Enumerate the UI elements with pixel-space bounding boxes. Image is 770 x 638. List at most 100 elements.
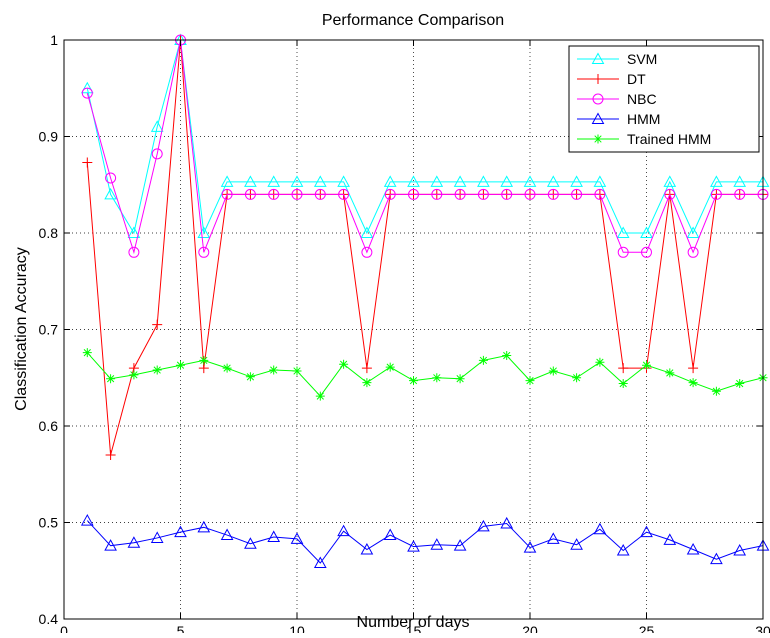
data-point-nbc: [81, 87, 93, 99]
data-point-nbc: [641, 246, 652, 258]
data-point-svm: [593, 175, 607, 187]
x-tick-label: 15: [406, 623, 422, 633]
data-point-trained-hmm: [245, 372, 255, 382]
data-point-trained-hmm: [665, 368, 675, 378]
data-point-svm: [80, 81, 94, 94]
x-tick-label: 20: [522, 623, 538, 633]
legend-label-hmm: HMM: [627, 111, 660, 127]
data-point-nbc: [431, 188, 443, 200]
data-point-dt: [688, 363, 699, 374]
data-point-hmm: [244, 537, 257, 549]
legend-item-nbc: NBC: [577, 91, 657, 107]
data-point-svm: [337, 175, 350, 187]
data-point-hmm: [407, 540, 420, 552]
data-point-nbc: [687, 246, 699, 258]
data-point-trained-hmm: [618, 379, 628, 389]
data-point-svm: [663, 175, 677, 187]
data-point-svm: [407, 175, 420, 187]
y-tick-label: 0.7: [39, 322, 59, 338]
data-point-dt: [82, 157, 93, 168]
data-point-hmm: [127, 536, 141, 548]
data-point-trained-hmm: [292, 366, 302, 376]
legend-item-dt: DT: [577, 71, 646, 87]
legend-item-trained-hmm: Trained HMM: [577, 131, 711, 147]
data-point-nbc: [408, 188, 419, 200]
legend-item-hmm: HMM: [577, 111, 660, 127]
series-line-hmm: [86, 520, 764, 564]
data-point-nbc: [128, 246, 140, 258]
data-point-svm: [640, 226, 653, 238]
data-point-svm: [104, 187, 117, 200]
y-tick-label: 0.5: [39, 515, 59, 531]
data-point-nbc: [338, 188, 350, 200]
data-point-nbc: [664, 188, 676, 200]
series-hmm: [80, 514, 770, 569]
data-point-hmm: [593, 522, 607, 535]
data-point-svm: [500, 175, 514, 187]
legend-marker-trained-hmm: [593, 134, 603, 144]
data-point-hmm: [337, 524, 350, 537]
data-point-trained-hmm: [385, 362, 395, 372]
data-point-trained-hmm: [362, 378, 372, 388]
data-point-hmm: [686, 542, 700, 555]
data-point-hmm: [430, 538, 444, 550]
data-point-trained-hmm: [222, 363, 232, 373]
data-point-hmm: [150, 531, 164, 543]
data-point-hmm: [383, 528, 397, 541]
data-point-trained-hmm: [642, 360, 651, 370]
data-point-trained-hmm: [339, 359, 349, 369]
series-line-nbc: [86, 39, 763, 255]
data-point-trained-hmm: [688, 378, 698, 388]
legend-label-svm: SVM: [627, 51, 657, 67]
data-point-svm: [430, 175, 444, 187]
data-point-hmm: [174, 525, 187, 538]
data-point-svm: [127, 226, 141, 238]
data-point-hmm: [197, 520, 211, 533]
x-tick-label: 5: [177, 623, 185, 633]
series-line-trained-hmm: [86, 352, 764, 397]
data-point-svm: [220, 175, 234, 187]
data-point-svm: [267, 175, 281, 187]
data-point-hmm: [360, 542, 374, 555]
data-point-trained-hmm: [525, 376, 535, 386]
data-point-nbc: [477, 188, 489, 200]
data-point-svm: [290, 175, 304, 187]
data-point-trained-hmm: [548, 366, 558, 376]
data-point-nbc: [594, 188, 606, 200]
data-point-nbc: [268, 188, 280, 200]
data-point-hmm: [616, 543, 630, 556]
data-point-hmm: [313, 556, 327, 569]
data-point-hmm: [453, 539, 467, 551]
data-point-svm: [313, 175, 327, 187]
legend-label-trained-hmm: Trained HMM: [627, 131, 711, 147]
data-point-trained-hmm: [129, 370, 139, 380]
data-point-trained-hmm: [478, 355, 488, 365]
data-point-svm: [453, 175, 467, 187]
series-line-svm: [86, 39, 763, 235]
chart-title: Performance Comparison: [322, 12, 504, 29]
data-point-trained-hmm: [199, 355, 209, 365]
data-point-hmm: [733, 543, 747, 556]
data-point-svm: [197, 226, 211, 238]
x-tick-label: 30: [755, 623, 770, 633]
legend: SVM DT NBC HMM Trained HMM: [568, 45, 760, 153]
data-point-svm: [150, 120, 164, 132]
data-point-nbc: [105, 172, 117, 184]
x-tick-label: 10: [289, 623, 305, 633]
data-point-hmm: [290, 532, 304, 544]
data-point-trained-hmm: [409, 376, 418, 386]
data-point-trained-hmm: [152, 365, 162, 375]
data-point-trained-hmm: [269, 365, 279, 375]
data-point-dt: [152, 319, 163, 330]
y-tick-label: 0.6: [39, 418, 59, 434]
x-tick-label: 25: [639, 623, 655, 633]
data-point-nbc: [501, 188, 513, 200]
data-point-svm: [546, 175, 560, 187]
legend-item-svm: SVM: [577, 51, 657, 67]
data-point-svm: [710, 175, 723, 187]
data-point-trained-hmm: [455, 374, 465, 384]
data-point-hmm: [267, 530, 281, 542]
data-point-hmm: [710, 552, 723, 565]
data-point-trained-hmm: [735, 379, 745, 389]
